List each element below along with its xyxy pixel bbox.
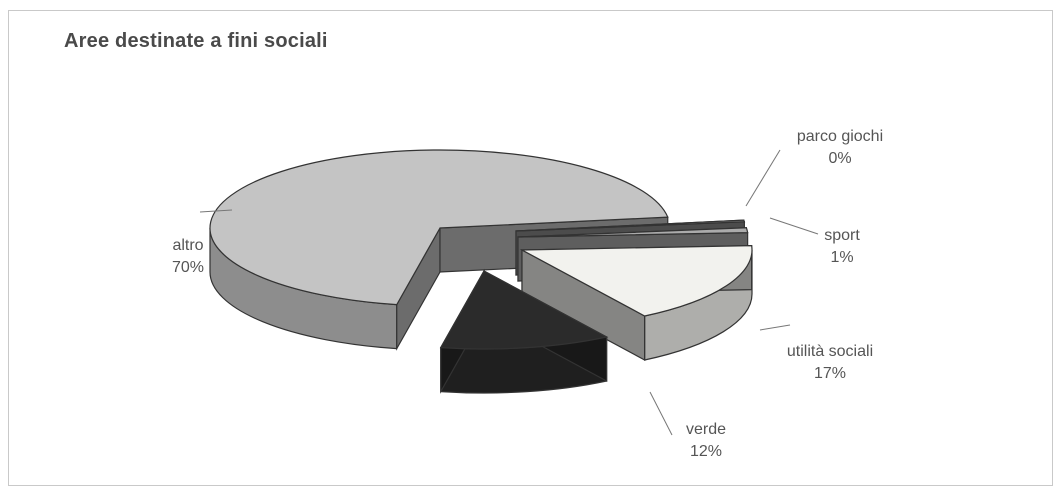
leader-line-verde <box>649 391 673 436</box>
slice-label-altro: altro <box>172 237 203 254</box>
pie-slice-verde <box>439 268 609 394</box>
slice-value-verde: 12% <box>690 443 722 460</box>
slice-value-altro: 70% <box>172 259 204 276</box>
leader-line-parco-giochi <box>745 149 781 207</box>
pie-slice-utilita-sociali <box>519 245 753 361</box>
leader-line-sport <box>769 217 819 235</box>
slice-value-sport: 1% <box>830 249 853 266</box>
slice-label-sport: sport <box>824 227 860 244</box>
slice-value-utilita-sociali: 17% <box>814 365 846 382</box>
slice-label-utilita-sociali: utilità sociali <box>787 343 873 360</box>
leader-line-altro <box>199 209 233 213</box>
slice-label-verde: verde <box>686 421 726 438</box>
chart-title: Aree destinate a fini sociali <box>64 30 328 52</box>
slice-label-parco-giochi: parco giochi <box>797 128 883 145</box>
leader-line-utilita-sociali <box>759 324 791 331</box>
slice-value-parco-giochi: 0% <box>828 150 851 167</box>
